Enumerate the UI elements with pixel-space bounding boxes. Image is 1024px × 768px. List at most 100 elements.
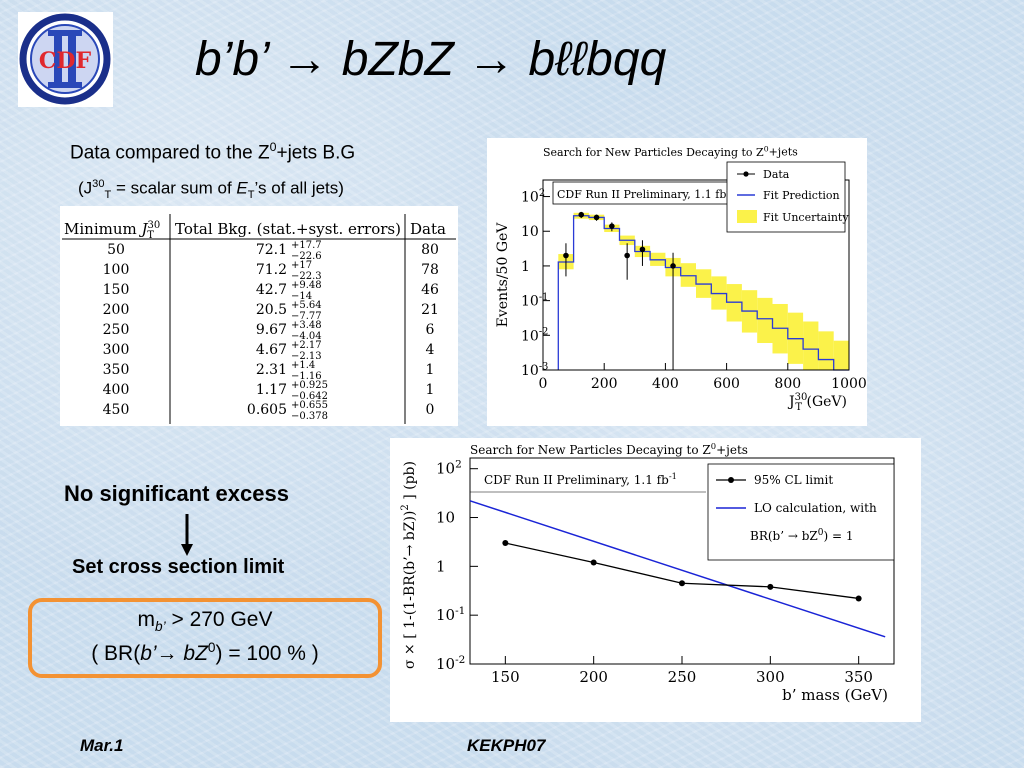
plot2-xlabel: b’ mass (GeV) <box>782 686 888 704</box>
plot1-xtick-label: 800 <box>774 376 801 392</box>
table-cell-min: 100 <box>103 262 130 278</box>
plot2-ytick-label: 10-2 <box>436 654 465 673</box>
plot1-title: Search for New Particles Decaying to Z0+… <box>543 145 798 159</box>
table-cell-min: 150 <box>103 282 130 298</box>
table-cell-data: 46 <box>421 282 439 298</box>
plot1-data-point <box>639 246 646 253</box>
table-cell-err-up: +0.925 <box>291 380 328 391</box>
result-br-line: ( BR(b’→ bZ0) = 100 % ) <box>91 640 319 665</box>
table-cell-min: 250 <box>103 322 130 338</box>
logo-bar-top <box>48 30 82 36</box>
table-cell-err-down: −14 <box>291 291 312 302</box>
set-limit-text: Set cross section limit <box>72 556 285 578</box>
plot2-annotation: CDF Run II Preliminary, 1.1 fb-1 <box>484 471 677 487</box>
plot1-ytick-label: 10 <box>521 224 539 240</box>
plot2-legend-lo-label: LO calculation, with <box>754 501 877 515</box>
logo-bar-bottom <box>48 82 82 88</box>
plot1-legend-data-marker <box>743 171 749 177</box>
table-cell-bkg: 20.5 <box>256 302 287 318</box>
plot2-legend-limit-marker <box>728 477 734 483</box>
plot2-ytick-label: 102 <box>436 459 462 478</box>
table-cell-min: 300 <box>103 342 130 358</box>
table-cell-err-up: +1.4 <box>291 360 315 371</box>
table-cell-err-up: +5.64 <box>291 300 322 311</box>
plot2-limit-point <box>502 540 509 547</box>
plot2-limit-point <box>855 595 862 602</box>
plot2-xtick-label: 350 <box>844 668 873 686</box>
plot2-ytick-label: 10 <box>436 509 455 527</box>
table-cell-bkg: 71.2 <box>256 262 287 278</box>
result-box: mb’ > 270 GeV ( BR(b’→ bZ0) = 100 % ) <box>28 598 382 678</box>
table-cell-err-down: −22.6 <box>291 251 322 262</box>
table-cell-data: 4 <box>426 342 435 358</box>
table-cell-data: 78 <box>421 262 439 278</box>
plot1-annotation: CDF Run II Preliminary, 1.1 fb-1 <box>557 187 734 201</box>
table-cell-data: 21 <box>421 302 439 318</box>
plot1-xtick-label: 600 <box>713 376 740 392</box>
plot2-ylabel: σ × [ 1-(1-BR(b’→ bZ))2 ] (pb) <box>400 461 418 669</box>
plot1-legend-band-label: Fit Uncertainty <box>763 211 849 224</box>
plot1-data-point <box>609 223 615 229</box>
table-cell-err-down: −22.3 <box>291 271 322 282</box>
table-cell-bkg: 4.67 <box>256 342 287 358</box>
plot1-ytick-label: 10-3 <box>521 361 548 379</box>
table-cell-data: 6 <box>426 322 435 338</box>
logo-bar-right <box>68 30 76 88</box>
plot1-legend-band-swatch <box>737 210 757 223</box>
plot1-ytick-label: 102 <box>521 188 545 206</box>
plot1-data-point <box>593 214 600 221</box>
plot1-xtick-label: 200 <box>591 376 618 392</box>
cdf-logo: CDF <box>18 12 113 107</box>
plot2-xtick-label: 300 <box>756 668 785 686</box>
plot1-fit-line <box>557 215 849 371</box>
table-cell-min: 50 <box>107 242 125 258</box>
table-cell-err-up: +0.655 <box>291 400 328 411</box>
slide-title: b’b’ → bZbZ → bℓℓbqq <box>195 33 667 86</box>
table-cell-err-down: −0.642 <box>291 391 328 402</box>
table-cell-bkg: 42.7 <box>256 282 287 298</box>
plot1-uncertainty-bin <box>803 321 819 370</box>
plot2-legend-br-label: BR(b’ → bZ0) = 1 <box>750 528 853 543</box>
table-cell-err-up: +9.48 <box>291 280 322 291</box>
plot1-data-point <box>624 252 630 259</box>
table-header-min: Minimum J30 T <box>64 220 160 241</box>
plot2-xtick-label: 200 <box>579 668 608 686</box>
table-cell-bkg: 1.17 <box>256 382 287 398</box>
table-cell-data: 80 <box>421 242 439 258</box>
no-excess-text: No significant excess <box>64 481 289 506</box>
plot1-ylabel: Events/50 GeV <box>495 222 511 328</box>
table-header-bkg: Total Bkg. (stat.+syst. errors) <box>175 220 401 238</box>
jt-distribution-plot: Search for New Particles Decaying to Z0+… <box>487 138 867 426</box>
background-table: Minimum J30 T Total Bkg. (stat.+syst. erro… <box>60 206 458 426</box>
plot1-data-point <box>563 252 569 259</box>
cross-section-limit-plot: Search for New Particles Decaying to Z0+… <box>390 438 921 722</box>
table-cell-min: 400 <box>103 382 130 398</box>
plot2-limit-point <box>767 583 774 590</box>
table-cell-err-down: −0.378 <box>291 411 328 422</box>
plot1-legend-data-label: Data <box>763 168 790 181</box>
footer-date: Mar.1 <box>80 736 124 755</box>
table-cell-bkg: 9.67 <box>256 322 287 338</box>
table-cell-data: 1 <box>426 362 435 378</box>
description-line-2: (J30T = scalar sum of ET’s of all jets) <box>78 178 344 202</box>
plot1-data-point <box>578 211 585 218</box>
table-cell-err-up: +17.7 <box>291 240 322 251</box>
plot1-uncertainty-bin <box>757 297 773 344</box>
plot1-xtick-label: 400 <box>652 376 679 392</box>
plot1-xlabel: J30 T (GeV) <box>787 392 847 413</box>
table-cell-bkg: 2.31 <box>256 362 287 378</box>
plot1-ytick-label: 1 <box>521 259 530 275</box>
table-cell-min: 200 <box>103 302 130 318</box>
plot1-ytick-label: 10-1 <box>521 292 548 310</box>
plot1-frame <box>542 179 850 371</box>
plot2-limit-point <box>679 580 685 587</box>
plot1-ytick-label: 10-2 <box>521 327 548 345</box>
plot2-ytick-label: 10-1 <box>436 605 465 624</box>
table-cell-err-down: −7.77 <box>291 311 322 322</box>
logo-bar-left <box>54 30 62 88</box>
table-cell-bkg: 0.605 <box>247 402 287 418</box>
plot2-title: Search for New Particles Decaying to Z0+… <box>470 441 748 457</box>
plot2-lo-line <box>469 500 886 638</box>
logo-letters: CDF <box>39 48 92 74</box>
down-arrow-icon <box>178 514 196 556</box>
